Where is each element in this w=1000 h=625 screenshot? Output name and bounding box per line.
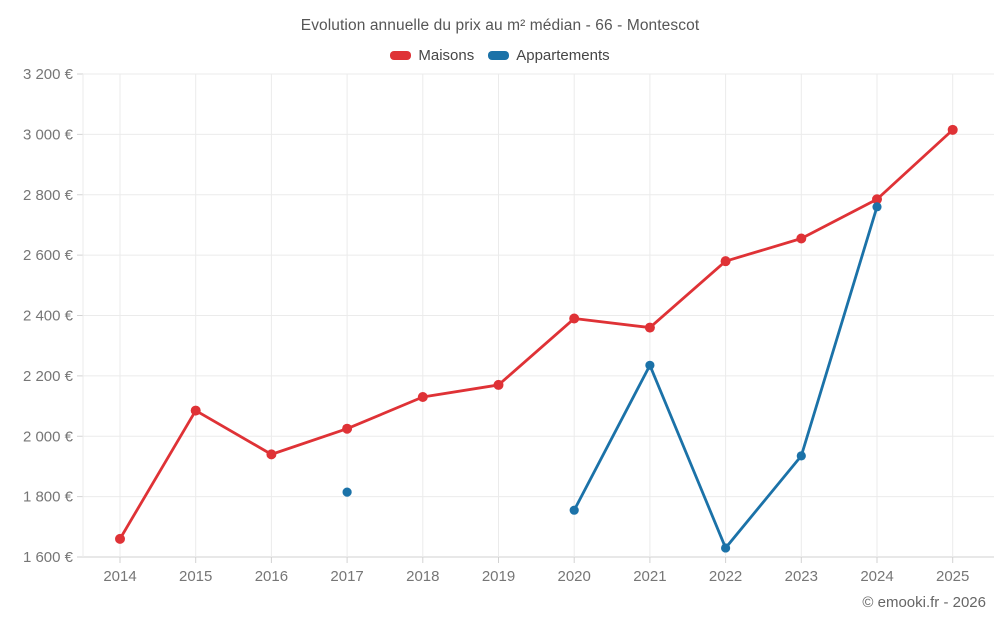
- y-axis-label: 2 800 €: [23, 187, 74, 204]
- chart-title: Evolution annuelle du prix au m² médian …: [300, 17, 700, 34]
- x-axis-label: 2020: [558, 568, 591, 585]
- y-axis-label: 2 600 €: [23, 247, 74, 264]
- legend-item-maisons[interactable]: Maisons: [390, 47, 474, 64]
- data-point-maisons-2021[interactable]: [644, 322, 655, 333]
- y-axis-label: 1 600 €: [23, 549, 74, 566]
- data-point-maisons-2022[interactable]: [720, 256, 731, 267]
- data-point-appartements-2023[interactable]: [796, 451, 806, 461]
- data-point-maisons-2025[interactable]: [947, 124, 958, 135]
- data-point-maisons-2015[interactable]: [190, 405, 201, 416]
- data-point-maisons-2020[interactable]: [569, 313, 580, 324]
- x-axis-label: 2017: [330, 568, 363, 585]
- y-axis-label: 2 400 €: [23, 308, 74, 325]
- x-axis-label: 2024: [860, 568, 893, 585]
- y-axis-label: 1 800 €: [23, 489, 74, 506]
- data-point-appartements-2020[interactable]: [569, 505, 579, 515]
- x-axis-label: 2025: [936, 568, 969, 585]
- data-point-appartements-2021[interactable]: [645, 360, 655, 370]
- copyright-credit: © emooki.fr - 2026: [862, 594, 986, 611]
- y-axis-label: 2 200 €: [23, 368, 74, 385]
- legend-item-appartements[interactable]: Appartements: [488, 47, 610, 64]
- legend-label-maisons: Maisons: [418, 47, 475, 64]
- x-axis-label: 2019: [482, 568, 515, 585]
- data-point-appartements-2024[interactable]: [872, 202, 882, 212]
- y-axis-label: 2 000 €: [23, 428, 74, 445]
- data-point-maisons-2014[interactable]: [115, 533, 125, 544]
- data-point-maisons-2017[interactable]: [342, 423, 353, 434]
- x-axis-label: 2018: [406, 568, 439, 585]
- x-axis-label: 2015: [179, 568, 212, 585]
- data-point-maisons-2016[interactable]: [266, 449, 277, 460]
- appartements-series-swatch-icon: [488, 51, 510, 60]
- x-axis-label: 2016: [255, 568, 288, 585]
- data-point-maisons-2019[interactable]: [493, 379, 504, 390]
- x-axis-label: 2021: [633, 568, 666, 585]
- maisons-series-swatch-icon: [390, 51, 412, 60]
- legend-label-appartements: Appartements: [516, 47, 610, 64]
- data-point-maisons-2018[interactable]: [417, 392, 428, 403]
- data-point-maisons-2023[interactable]: [796, 233, 807, 244]
- x-axis-label: 2023: [785, 568, 818, 585]
- data-point-appartements-2017[interactable]: [342, 487, 352, 497]
- data-point-maisons-2024[interactable]: [872, 194, 882, 205]
- y-axis-label: 3 200 €: [23, 66, 74, 83]
- x-axis-label: 2022: [709, 568, 742, 585]
- series-line-maisons: [118, 128, 955, 541]
- y-axis-label: 3 000 €: [23, 126, 74, 143]
- chart-legend: Maisons Appartements: [0, 47, 1000, 64]
- data-point-appartements-2022[interactable]: [721, 543, 731, 553]
- x-axis-label: 2014: [103, 568, 136, 585]
